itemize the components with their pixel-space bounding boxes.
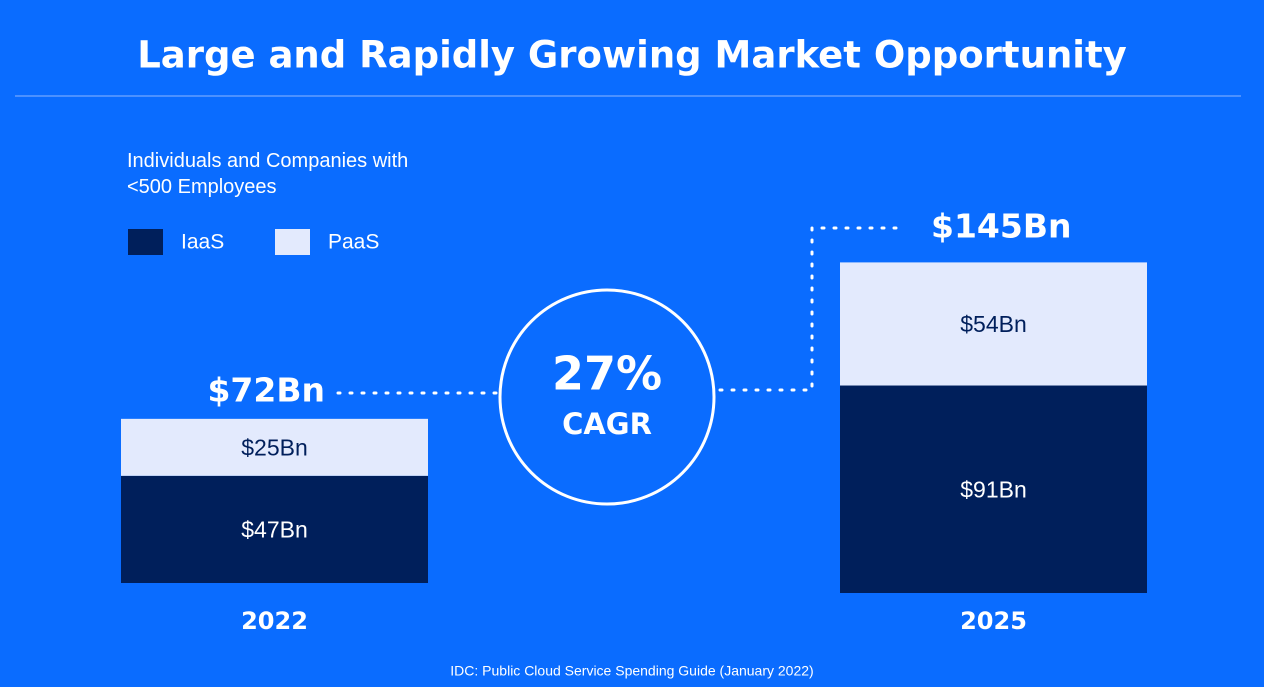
subtitle: Individuals and Companies with <500 Empl… [127,150,409,198]
cagr-value: 27% [552,347,662,401]
value-label: $54Bn [960,311,1027,337]
value-label: $25Bn [241,434,308,460]
total-label: $145Bn [931,207,1072,246]
cagr-circle [498,288,716,506]
bar-segment [121,475,428,583]
legend-label: PaaS [328,231,379,254]
bar-segment [121,418,428,476]
legend-label: IaaS [181,231,224,254]
x-tick-label: 2022 [241,607,308,635]
bar-segment [840,385,1147,593]
value-label: $47Bn [241,516,308,542]
chart-title: Large and Rapidly Growing Market Opportu… [137,34,1127,77]
total-label: $72Bn [207,371,325,410]
bar-segment [840,262,1147,386]
legend-swatch [128,229,163,255]
value-label: $91Bn [960,476,1027,502]
source: IDC: Public Cloud Service Spending Guide… [450,663,813,679]
legend-swatch [275,229,310,255]
cagr-label: CAGR [562,407,652,441]
x-tick-label: 2025 [960,607,1027,635]
